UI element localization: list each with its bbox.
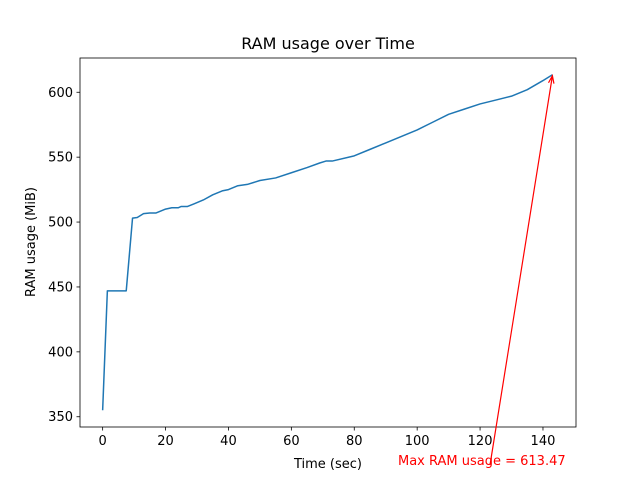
annotation-arrow: [489, 74, 555, 466]
y-tick-label: 400: [48, 345, 73, 360]
plot-frame: [79, 57, 577, 428]
y-axis-label: RAM usage (MiB): [24, 187, 39, 297]
y-tick-label: 600: [48, 86, 73, 101]
data-line: [101, 74, 553, 411]
y-tick-label: 350: [48, 410, 73, 425]
y-tick-label: 550: [48, 151, 73, 166]
x-tick-label: 20: [157, 434, 174, 449]
x-tick-label: 80: [346, 434, 363, 449]
y-tick-label: 500: [48, 216, 73, 231]
x-tick-label: 0: [99, 434, 107, 449]
x-axis-label: Time (sec): [293, 457, 362, 472]
x-tick-label: 140: [531, 434, 556, 449]
annotation-text: Max RAM usage = 613.47: [398, 454, 566, 469]
y-tick-label: 450: [48, 280, 73, 295]
x-tick-label: 40: [220, 434, 237, 449]
x-tick-label: 120: [468, 434, 493, 449]
x-tick-label: 100: [405, 434, 430, 449]
chart-title: RAM usage over Time: [241, 34, 415, 53]
x-tick-label: 60: [283, 434, 300, 449]
